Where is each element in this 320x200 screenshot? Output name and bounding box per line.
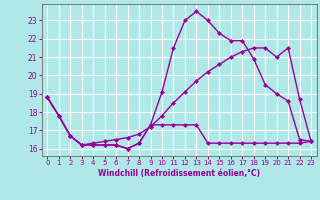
- X-axis label: Windchill (Refroidissement éolien,°C): Windchill (Refroidissement éolien,°C): [98, 169, 260, 178]
